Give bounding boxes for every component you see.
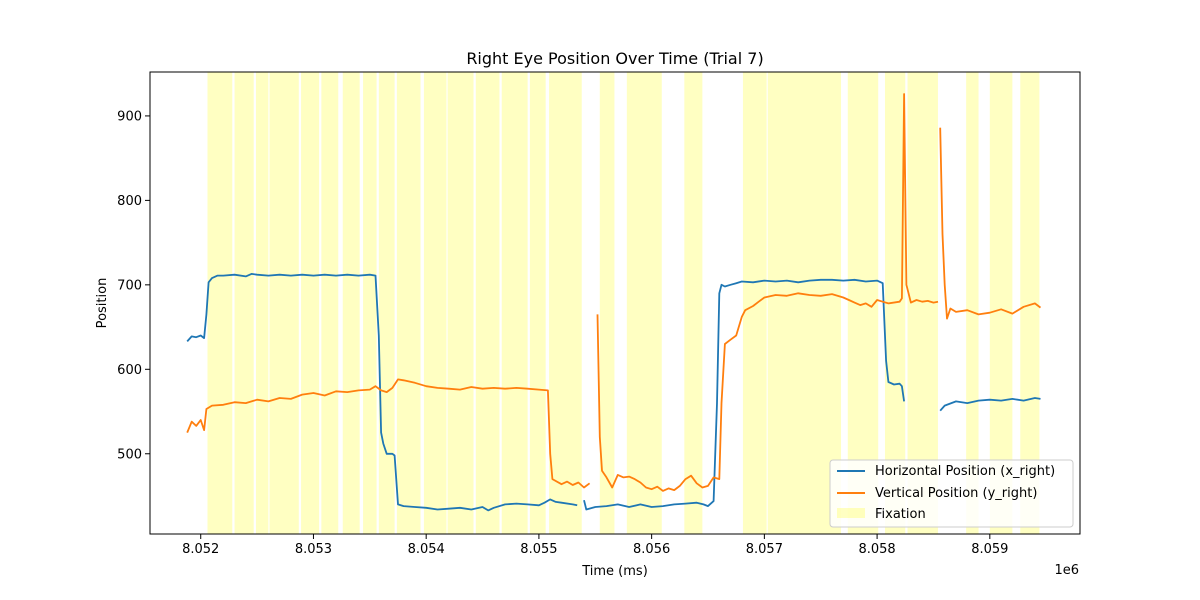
fixation-span	[599, 72, 615, 534]
series-line-y-right	[939, 127, 1042, 320]
x-axis-ticks: 8.052 8.053 8.054 8.055 8.056 8.057 8.058 8.059	[182, 534, 1008, 557]
y-tick-label: 600	[117, 363, 142, 378]
fixation-span	[1020, 72, 1040, 534]
x-tick-label: 8.058	[858, 542, 895, 557]
x-tick-label: 8.052	[182, 542, 219, 557]
x-tick-label: 8.057	[746, 542, 783, 557]
series-line-y-right	[596, 93, 939, 492]
legend-x-label: Horizontal Position (x_right)	[875, 464, 1055, 479]
fixation-span	[684, 72, 703, 534]
x-tick-label: 8.053	[295, 542, 332, 557]
series-layer	[186, 93, 1042, 512]
fixation-span	[549, 72, 582, 534]
x-tick-label: 8.056	[633, 542, 670, 557]
y-tick-label: 500	[117, 447, 142, 462]
x-axis-label: Time (ms)	[581, 564, 648, 579]
fixation-span	[301, 72, 320, 534]
fixation-span	[234, 72, 254, 534]
fixation-span	[269, 72, 299, 534]
series-line-x-right	[583, 278, 905, 511]
fixation-span	[378, 72, 395, 534]
fixation-span	[626, 72, 662, 534]
series-line-y-right	[186, 378, 591, 489]
legend-fixation-label: Fixation	[875, 507, 926, 522]
fixation-span	[501, 72, 528, 534]
plot-frame	[149, 71, 1081, 535]
legend-y-label: Vertical Position (y_right)	[875, 486, 1037, 501]
fixation-span	[966, 72, 979, 534]
y-tick-label: 800	[117, 194, 142, 209]
fixation-layer	[207, 72, 1040, 534]
fixation-span	[475, 72, 500, 534]
series-line-x-right	[939, 397, 1041, 412]
fixation-span	[255, 72, 269, 534]
fixation-span	[363, 72, 377, 534]
fixation-span	[529, 72, 546, 534]
fixation-span	[321, 72, 339, 534]
legend-fixation-swatch	[837, 508, 865, 518]
fixation-span	[447, 72, 474, 534]
legend: Horizontal Position (x_right) Vertical P…	[829, 459, 1074, 528]
series-line-x-right	[186, 273, 578, 512]
fixation-span	[742, 72, 767, 534]
y-axis-label: Position	[95, 278, 110, 329]
x-tick-label: 8.054	[408, 542, 445, 557]
y-axis-ticks: 500 600 700 800 900	[117, 109, 150, 462]
fixation-span	[342, 72, 360, 534]
y-tick-label: 900	[117, 109, 142, 124]
x-axis-offset-label: 1e6	[1054, 563, 1079, 578]
fixation-span	[767, 72, 842, 534]
y-tick-label: 700	[117, 278, 142, 293]
x-tick-label: 8.059	[971, 542, 1008, 557]
fixation-span	[423, 72, 447, 534]
chart-title: Right Eye Position Over Time (Trial 7)	[466, 49, 763, 68]
fixation-span	[207, 72, 233, 534]
legend-box	[829, 459, 1074, 528]
fixation-span	[989, 72, 1013, 534]
fixation-span	[847, 72, 879, 534]
x-tick-label: 8.055	[520, 542, 557, 557]
fixation-span	[396, 72, 421, 534]
